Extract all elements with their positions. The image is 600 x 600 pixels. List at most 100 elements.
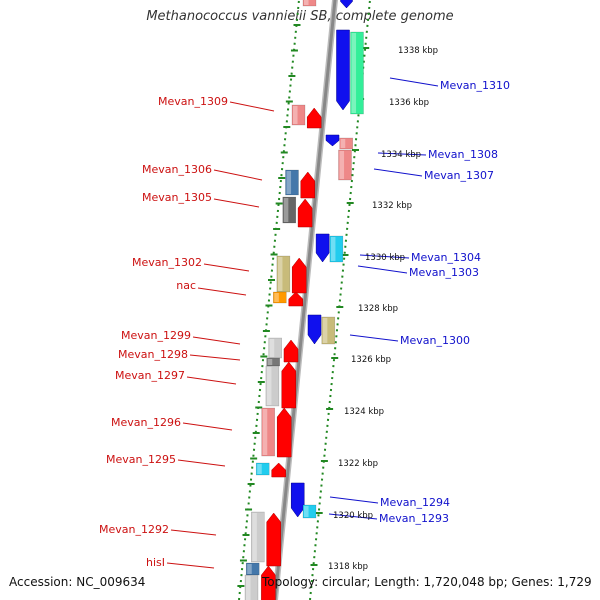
gene-label-mevan-1299[interactable]: Mevan_1299 [121, 329, 191, 342]
gene-mevan-1309-arrow[interactable] [306, 107, 322, 129]
gene-mevan-1295[interactable] [255, 462, 270, 476]
gene-mevan-1292-arrow[interactable] [266, 512, 281, 567]
leader-line [359, 254, 410, 259]
leader-line [177, 459, 226, 467]
gene-label-mevan-1295[interactable]: Mevan_1295 [106, 453, 176, 466]
gene-nac[interactable] [273, 291, 287, 304]
gene-mevan-1303-highlight [330, 237, 336, 261]
leader-line [170, 529, 217, 536]
gene-mevan-1302-arrow[interactable] [291, 257, 307, 294]
ruler-ticks [237, 24, 370, 587]
gene-mevan-1305[interactable] [282, 196, 297, 224]
leader-line [192, 336, 241, 345]
gene-mevan-1303[interactable] [329, 235, 344, 263]
gene-mevan-1297[interactable] [265, 365, 280, 407]
gene-mevan-1308[interactable] [325, 134, 340, 147]
gene-mevan-1298-highlight [267, 359, 273, 365]
gene-label-mevan-1307[interactable]: Mevan_1307 [424, 169, 494, 182]
leader-line [373, 168, 423, 177]
gene-nac-highlight [274, 293, 279, 302]
dotted-ruler-line [237, 0, 301, 600]
gene-mevan-1309[interactable] [291, 104, 306, 126]
label-leader-lines [166, 77, 439, 569]
gene-mevan-1308-box[interactable] [339, 137, 353, 150]
gene-label-nac[interactable]: nac [176, 279, 196, 292]
gene-label-mevan-1300[interactable]: Mevan_1300 [400, 334, 470, 347]
gene-label-mevan-1292[interactable]: Mevan_1292 [99, 523, 169, 536]
gene-mevan-1300-box[interactable] [321, 316, 336, 345]
leader-line [182, 422, 233, 431]
ruler-label: 1318 kbp [328, 562, 368, 572]
leader-line [186, 376, 237, 385]
gene-label-mevan-1297[interactable]: Mevan_1297 [115, 369, 185, 382]
gene-label-mevan-1298[interactable]: Mevan_1298 [118, 348, 188, 361]
genome-info-text: Topology: circular; Length: 1,720,048 bp… [262, 575, 592, 589]
gene-mevan-1310[interactable] [336, 29, 350, 111]
leader-line [213, 169, 263, 181]
ruler-label: 1336 kbp [389, 98, 429, 108]
leader-line [328, 513, 378, 520]
leader-line [213, 198, 260, 208]
ruler-label: 1334 kbp [381, 150, 421, 160]
ruler-labels: 1338 kbp 1336 kbp 1334 kbp 1332 kbp 1330 kbp… [328, 46, 438, 572]
gene-mevan-1299-arrow[interactable] [283, 339, 299, 363]
gene-mevan-1306-arrow[interactable] [300, 171, 316, 199]
gene-top-left[interactable] [302, 0, 317, 7]
gene-mevan-1306[interactable] [285, 169, 299, 196]
leader-line [229, 101, 275, 112]
gene-mevan-1309-highlight [293, 106, 298, 124]
gene-bottom-left[interactable] [244, 574, 259, 600]
ruler-label: 1328 kbp [358, 304, 398, 314]
gene-label-mevan-1304[interactable]: Mevan_1304 [411, 251, 481, 264]
gene-mevan-1304[interactable] [315, 233, 330, 263]
gene-label-mevan-1303[interactable]: Mevan_1303 [409, 266, 479, 279]
gene-label-mevan-1310[interactable]: Mevan_1310 [440, 79, 510, 92]
gene-labels[interactable]: Mevan_1309 Mevan_1306 Mevan_1305 Mevan_1302… [99, 79, 510, 569]
gene-mevan-1294[interactable] [290, 482, 305, 518]
ruler-label: 1332 kbp [372, 201, 412, 211]
gene-features[interactable] [244, 0, 364, 600]
gene-mevan-1302-highlight [277, 257, 283, 291]
gene-mevan-1308-box-highlight [340, 139, 346, 148]
accession-text: Accession: NC_009634 [9, 575, 146, 589]
gene-label-mevan-1294[interactable]: Mevan_1294 [380, 496, 450, 509]
gene-label-mevan-1293[interactable]: Mevan_1293 [379, 512, 449, 525]
leader-line [329, 496, 379, 504]
backbone-line [273, 0, 337, 600]
gene-label-mevan-1309[interactable]: Mevan_1309 [158, 95, 228, 108]
gene-label-mevan-1306[interactable]: Mevan_1306 [142, 163, 212, 176]
gene-mevan-1300[interactable] [307, 314, 322, 345]
gene-mevan-1296-arrow[interactable] [276, 407, 292, 458]
gene-mevan-1297-highlight [266, 367, 272, 405]
gene-bottom-left-highlight [246, 576, 251, 600]
gene-mevan-1310-box-highlight [351, 33, 357, 113]
gene-mevan-1307[interactable] [338, 149, 352, 181]
gene-mevan-1292-highlight [252, 513, 257, 561]
leader-line [377, 152, 427, 156]
gene-label-hisi[interactable]: hisI [146, 556, 165, 569]
gene-nac-arrow[interactable] [288, 291, 304, 307]
gene-top-left-highlight [304, 0, 309, 5]
gene-label-mevan-1302[interactable]: Mevan_1302 [132, 256, 202, 269]
gene-mevan-1293[interactable] [302, 504, 317, 519]
gene-mevan-1297-arrow[interactable] [281, 361, 297, 409]
gene-bottom-left-arrow[interactable] [261, 565, 276, 600]
genome-title: Methanococcus vannielii SB, complete gen… [146, 9, 454, 24]
ruler-label: 1338 kbp [398, 46, 438, 56]
gene-mevan-1305-arrow[interactable] [297, 198, 313, 228]
gene-mevan-1295-highlight [257, 464, 262, 474]
gene-mevan-1295-arrow[interactable] [271, 462, 286, 478]
gene-mevan-1310-box[interactable] [350, 31, 364, 115]
gene-mevan-1300-box-highlight [322, 318, 328, 343]
gene-label-mevan-1305[interactable]: Mevan_1305 [142, 191, 212, 204]
gene-label-mevan-1308[interactable]: Mevan_1308 [428, 148, 498, 161]
gene-label-mevan-1296[interactable]: Mevan_1296 [111, 416, 181, 429]
genome-backbone [271, 0, 339, 600]
leader-line [389, 77, 439, 87]
gene-top-right[interactable] [340, 0, 353, 9]
gene-mevan-1296[interactable] [261, 407, 275, 457]
gene-mevan-1296-highlight [262, 409, 268, 455]
gene-mevan-1292[interactable] [251, 511, 265, 563]
ruler-label: 1326 kbp [351, 355, 391, 365]
